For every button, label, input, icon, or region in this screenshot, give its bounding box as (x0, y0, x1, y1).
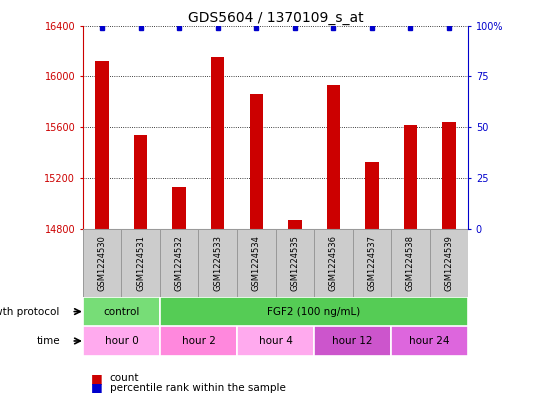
Bar (442, 122, 456, 229)
Bar (249, 94, 263, 229)
Text: ■: ■ (91, 381, 103, 393)
Text: FGF2 (100 ng/mL): FGF2 (100 ng/mL) (268, 307, 361, 317)
Text: hour 2: hour 2 (181, 336, 216, 346)
Text: GSM1224534: GSM1224534 (252, 235, 261, 291)
Bar (121, 229, 160, 297)
Bar (353, 229, 391, 297)
Text: GSM1224538: GSM1224538 (406, 235, 415, 291)
Bar (160, 229, 198, 297)
Text: ■: ■ (91, 371, 103, 385)
Text: growth protocol: growth protocol (0, 307, 60, 317)
Bar (276, 229, 314, 297)
Bar (83, 229, 121, 297)
Bar (391, 326, 468, 356)
Bar (95, 61, 109, 229)
Text: GSM1224533: GSM1224533 (213, 235, 222, 291)
Text: hour 0: hour 0 (104, 336, 139, 346)
Bar (134, 135, 148, 229)
Bar (365, 162, 379, 229)
Bar (314, 229, 353, 297)
Text: GSM1224530: GSM1224530 (98, 235, 106, 291)
Text: count: count (110, 373, 139, 383)
Bar (83, 326, 160, 356)
Bar (83, 297, 160, 326)
Bar (314, 326, 391, 356)
Text: GSM1224536: GSM1224536 (329, 235, 338, 291)
Text: GSM1224539: GSM1224539 (445, 235, 453, 291)
Text: hour 24: hour 24 (409, 336, 450, 346)
Text: hour 4: hour 4 (258, 336, 293, 346)
Bar (160, 297, 468, 326)
Text: GSM1224535: GSM1224535 (291, 235, 299, 291)
Text: hour 12: hour 12 (332, 336, 373, 346)
Text: GSM1224537: GSM1224537 (368, 235, 376, 291)
Bar (237, 326, 314, 356)
Text: time: time (36, 336, 60, 346)
Bar (403, 125, 417, 229)
Bar (391, 229, 430, 297)
Text: percentile rank within the sample: percentile rank within the sample (110, 383, 286, 393)
Text: GSM1224532: GSM1224532 (175, 235, 184, 291)
Bar (160, 326, 237, 356)
Text: GSM1224531: GSM1224531 (136, 235, 145, 291)
Bar (198, 229, 237, 297)
Bar (288, 220, 302, 229)
Bar (172, 187, 186, 229)
Title: GDS5604 / 1370109_s_at: GDS5604 / 1370109_s_at (188, 11, 363, 24)
Bar (211, 57, 225, 229)
Text: control: control (103, 307, 140, 317)
Bar (430, 229, 468, 297)
Bar (237, 229, 276, 297)
Bar (326, 85, 340, 229)
